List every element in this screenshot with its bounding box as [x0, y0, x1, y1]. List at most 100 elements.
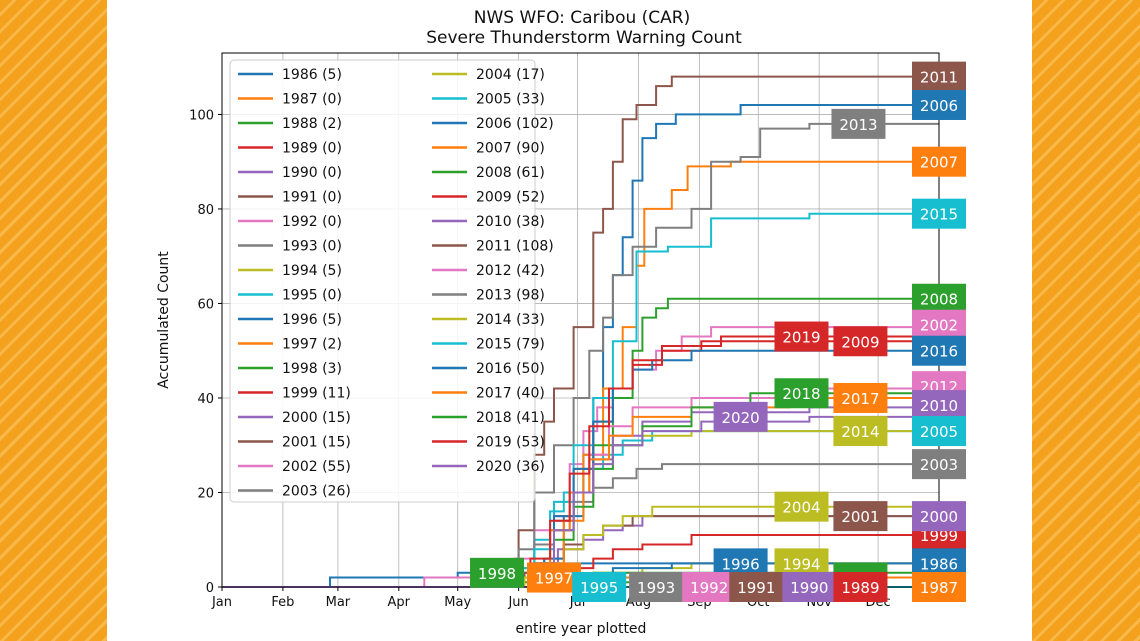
legend-label: 2015 (79) [476, 337, 545, 353]
end-label-box [912, 390, 966, 421]
end-label-box [782, 572, 837, 602]
legend-entry: 2013 (98) [432, 288, 545, 304]
end-label-box [526, 562, 581, 593]
legend-label: 2017 (40) [476, 386, 545, 402]
end-label-text: 2003 [920, 456, 958, 474]
end-label-box [831, 108, 886, 139]
end-label-2019: 2019 [774, 321, 829, 352]
end-label-text: 2013 [839, 116, 877, 134]
end-label-text: 1989 [841, 579, 879, 597]
end-label-2001: 2001 [833, 501, 888, 532]
end-label-2016: 2016 [912, 335, 966, 366]
end-label-2004: 2004 [774, 491, 829, 522]
legend-label: 1999 (11) [282, 386, 351, 402]
x-tick-label: Jan [211, 595, 232, 610]
chart-title: NWS WFO: Caribou (CAR) [474, 8, 690, 28]
legend-entry: 2000 (15) [238, 410, 351, 426]
legend-entry: 2018 (41) [432, 410, 545, 426]
legend-label: 1986 (5) [282, 67, 342, 83]
legend-label: 2001 (15) [282, 435, 351, 451]
end-label-2020: 2020 [713, 401, 768, 432]
end-label-box [912, 309, 966, 340]
end-label-box [713, 401, 768, 432]
end-label-box [912, 449, 966, 480]
end-label-text: 1999 [920, 527, 958, 545]
legend-entry: 1996 (5) [238, 312, 342, 328]
end-label-text: 1993 [637, 579, 675, 597]
y-tick-label: 40 [197, 392, 214, 407]
x-tick-label: Mar [326, 595, 351, 610]
legend-label: 2018 (41) [476, 410, 545, 426]
end-label-box [774, 321, 829, 352]
legend-entry: 2008 (61) [432, 165, 545, 181]
end-label-2008: 2008 [912, 283, 966, 314]
legend-label: 1990 (0) [282, 165, 342, 181]
legend-entry: 1993 (0) [238, 239, 342, 255]
legend-entry: 2004 (17) [432, 67, 545, 83]
end-label-box [912, 283, 966, 314]
end-label-box [912, 416, 966, 447]
legend-label: 2002 (55) [282, 459, 351, 475]
legend-entry: 2016 (50) [432, 361, 545, 377]
end-label-text: 1997 [535, 570, 573, 588]
legend-entry: 2009 (52) [432, 190, 545, 206]
series-line-2011 [222, 75, 939, 588]
end-label-box [629, 572, 684, 602]
legend-entry: 1999 (11) [238, 386, 351, 402]
decorative-stripe-right [1032, 0, 1140, 641]
end-label-2014: 2014 [833, 416, 888, 447]
end-label-text: 1996 [722, 555, 760, 573]
y-axis-label: Accumulated Count [156, 251, 172, 389]
end-label-1995: 1995 [572, 572, 627, 602]
end-label-1987: 1987 [912, 572, 966, 602]
end-label-2013: 2013 [831, 108, 886, 139]
legend-label: 2007 (90) [476, 141, 545, 157]
end-label-box [729, 572, 784, 602]
end-label-text: 2015 [920, 206, 958, 224]
legend-label: 1996 (5) [282, 312, 342, 328]
end-label-box [774, 491, 829, 522]
chart-subtitle: Severe Thunderstorm Warning Count [426, 28, 742, 48]
end-label-1997: 1997 [526, 562, 581, 593]
end-label-2010: 2010 [912, 390, 966, 421]
legend-entry: 2002 (55) [238, 459, 351, 475]
legend-entry: 1991 (0) [238, 190, 342, 206]
legend-entry: 2010 (38) [432, 214, 545, 230]
legend-label: 1994 (5) [282, 263, 342, 279]
x-tick-label: Jun [507, 595, 528, 610]
x-tick-label: Apr [388, 595, 411, 610]
end-label-text: 2001 [841, 508, 879, 526]
legend-label: 2000 (15) [282, 410, 351, 426]
end-label-box [774, 378, 829, 409]
end-label-text: 2014 [841, 423, 879, 441]
end-label-2009: 2009 [833, 326, 888, 357]
legend-label: 2016 (50) [476, 361, 545, 377]
legend-entry: 1989 (0) [238, 141, 342, 157]
legend-entry: 2003 (26) [238, 484, 351, 500]
legend-label: 2013 (98) [476, 288, 545, 304]
y-tick-label: 100 [189, 108, 214, 123]
end-label-box [912, 335, 966, 366]
legend-entry: 1994 (5) [238, 263, 342, 279]
legend-label: 1989 (0) [282, 141, 342, 157]
end-label-box [912, 572, 966, 602]
end-label-text: 1986 [920, 555, 958, 573]
end-label-box [833, 326, 888, 357]
end-label-box [912, 61, 966, 92]
y-tick-label: 0 [206, 581, 214, 596]
end-label-text: 2011 [920, 69, 958, 87]
end-label-text: 1987 [920, 579, 958, 597]
end-label-2018: 2018 [774, 378, 829, 409]
end-label-text: 1990 [790, 579, 828, 597]
end-label-text: 1995 [580, 579, 618, 597]
end-label-2015: 2015 [912, 198, 966, 229]
legend-entry: 2001 (15) [238, 435, 351, 451]
end-label-text: 1991 [737, 579, 775, 597]
legend-entry: 2011 (108) [432, 239, 554, 255]
x-axis-label: entire year plotted [516, 621, 647, 637]
legend-label: 1988 (2) [282, 116, 342, 132]
end-label-text: 2007 [920, 154, 958, 172]
end-label-text: 2017 [841, 390, 879, 408]
